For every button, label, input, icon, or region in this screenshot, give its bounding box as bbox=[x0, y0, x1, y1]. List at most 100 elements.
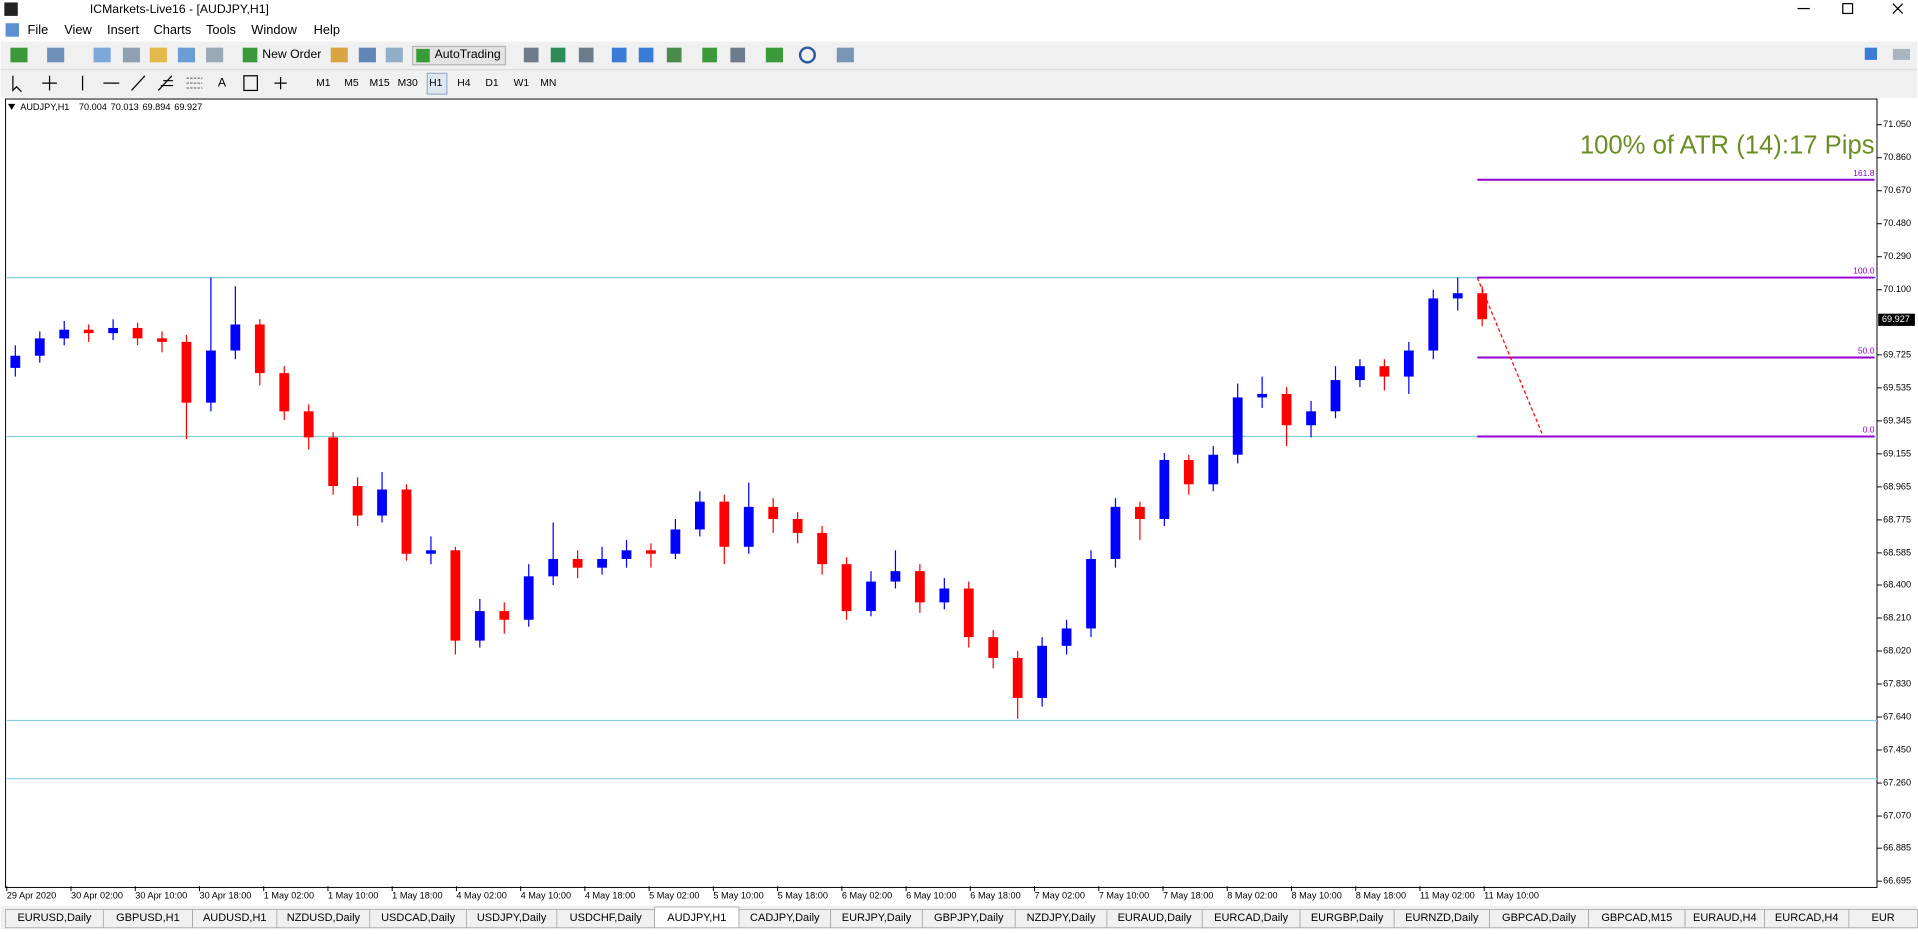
icon[interactable] bbox=[93, 47, 111, 63]
candle-body bbox=[1232, 397, 1243, 455]
community-icon[interactable] bbox=[1892, 48, 1911, 60]
icon[interactable] bbox=[702, 47, 717, 63]
x-tick-label: 6 May 18:00 bbox=[970, 890, 1020, 900]
timeframe-button[interactable]: D1 bbox=[485, 78, 498, 89]
menu-item[interactable]: File bbox=[28, 22, 49, 37]
icon[interactable] bbox=[385, 47, 403, 63]
icon[interactable] bbox=[122, 47, 141, 63]
tab-label[interactable]: GBPUSD,H1 bbox=[116, 912, 180, 924]
close-button[interactable] bbox=[1892, 3, 1904, 14]
tab-label[interactable]: GBPCAD,M15 bbox=[1601, 912, 1672, 924]
icon[interactable] bbox=[47, 47, 65, 63]
autotrading-label[interactable]: AutoTrading bbox=[435, 47, 501, 61]
candle-body bbox=[157, 338, 167, 342]
trendline-tool[interactable] bbox=[131, 75, 146, 91]
autotrading-button[interactable] bbox=[411, 45, 507, 66]
tab-label[interactable]: EURGBP,Daily bbox=[1311, 912, 1384, 924]
icon[interactable] bbox=[523, 47, 539, 63]
tab-label[interactable]: GBPJPY,Daily bbox=[934, 912, 1004, 924]
current-price-box bbox=[1878, 313, 1915, 326]
candle-body bbox=[890, 571, 901, 582]
timeframe-button[interactable]: M15 bbox=[370, 78, 390, 89]
candle-body bbox=[83, 329, 94, 334]
candle-body bbox=[303, 411, 314, 438]
tab-label[interactable]: EURAUD,H4 bbox=[1693, 912, 1757, 924]
timeframe-button[interactable]: M30 bbox=[398, 78, 418, 89]
tab-label[interactable]: EURCAD,H4 bbox=[1775, 912, 1839, 924]
candle-body bbox=[1477, 293, 1488, 320]
candle-body bbox=[548, 558, 559, 577]
window-title: ICMarkets-Live16 - [AUDJPY,H1] bbox=[90, 2, 269, 16]
candle-body bbox=[132, 327, 143, 339]
candle-body bbox=[328, 437, 339, 487]
tab-label[interactable]: NZDJPY,Daily bbox=[1027, 912, 1096, 924]
tab-label[interactable]: EURJPY,Daily bbox=[842, 912, 912, 924]
icon[interactable] bbox=[798, 46, 816, 64]
menu-item[interactable]: Insert bbox=[107, 22, 140, 37]
crosshair-tool[interactable] bbox=[42, 75, 57, 91]
text-tool[interactable]: A bbox=[218, 75, 227, 89]
candle-body bbox=[670, 529, 681, 554]
label-tool[interactable] bbox=[243, 75, 258, 92]
arrows-tool[interactable] bbox=[274, 77, 287, 90]
x-tick-label: 1 May 02:00 bbox=[264, 890, 314, 900]
icon[interactable] bbox=[550, 47, 566, 63]
x-tick-label: 11 May 02:00 bbox=[1420, 890, 1475, 900]
tab-label[interactable]: AUDUSD,H1 bbox=[203, 912, 267, 924]
tab-label[interactable]: EURUSD,Daily bbox=[17, 912, 91, 924]
tab-label[interactable]: USDJPY,Daily bbox=[477, 912, 547, 924]
candle-body bbox=[1037, 645, 1048, 698]
tab-label[interactable]: EURCAD,Daily bbox=[1214, 912, 1288, 924]
icon[interactable] bbox=[578, 47, 594, 63]
icon[interactable] bbox=[10, 47, 28, 63]
candle-body bbox=[1428, 298, 1439, 351]
y-tick-label: 68.400 bbox=[1883, 579, 1911, 589]
tab-label[interactable]: AUDJPY,H1 bbox=[667, 912, 726, 924]
timeframe-button[interactable]: H4 bbox=[457, 78, 470, 89]
tab-label[interactable]: EUR bbox=[1871, 912, 1894, 924]
tab-label[interactable]: USDCAD,Daily bbox=[381, 912, 455, 924]
icon[interactable] bbox=[638, 47, 654, 63]
search-icon[interactable] bbox=[1864, 47, 1877, 60]
timeframe-button[interactable]: M1 bbox=[316, 78, 331, 89]
icon[interactable] bbox=[206, 47, 224, 63]
candle-body bbox=[1135, 506, 1145, 520]
icon[interactable] bbox=[611, 47, 627, 63]
tab-label[interactable]: USDCHF,Daily bbox=[570, 912, 643, 924]
candle-body bbox=[572, 558, 583, 568]
timeframe-button[interactable]: MN bbox=[540, 78, 556, 89]
candle-body bbox=[719, 501, 730, 547]
candle-body bbox=[963, 588, 974, 638]
menu-item[interactable]: Window bbox=[251, 22, 297, 37]
tab-label[interactable]: NZDUSD,Daily bbox=[287, 912, 361, 924]
tab-label[interactable]: CADJPY,Daily bbox=[750, 912, 820, 924]
y-tick-label: 69.725 bbox=[1883, 349, 1911, 359]
tab-label[interactable]: EURAUD,Daily bbox=[1118, 912, 1192, 924]
icon[interactable] bbox=[177, 47, 196, 63]
new-order-button[interactable]: New Order bbox=[262, 47, 321, 61]
timeframe-button[interactable]: M5 bbox=[344, 78, 359, 89]
icon[interactable] bbox=[330, 47, 348, 63]
timeframe-button[interactable]: W1 bbox=[514, 78, 530, 89]
tab[interactable] bbox=[1848, 909, 1918, 929]
channel-tool[interactable] bbox=[157, 75, 174, 91]
icon[interactable] bbox=[730, 47, 746, 63]
candle-body bbox=[914, 571, 925, 603]
icon[interactable] bbox=[765, 47, 783, 63]
icon[interactable] bbox=[358, 47, 376, 63]
icon[interactable] bbox=[149, 47, 167, 63]
tab-label[interactable]: GBPCAD,Daily bbox=[1502, 912, 1576, 924]
maximize-button[interactable] bbox=[1842, 3, 1854, 15]
menu-item[interactable]: Charts bbox=[153, 22, 191, 37]
menu-item[interactable]: Tools bbox=[206, 22, 236, 37]
icon[interactable] bbox=[242, 47, 258, 63]
icon[interactable] bbox=[836, 47, 854, 63]
icon[interactable] bbox=[666, 47, 682, 63]
tab-label[interactable]: EURNZD,Daily bbox=[1405, 912, 1479, 924]
menu-item[interactable]: Help bbox=[314, 22, 340, 37]
fibo-tool[interactable] bbox=[186, 77, 203, 89]
menu-item[interactable]: View bbox=[64, 22, 92, 37]
cursor-tool[interactable] bbox=[12, 75, 22, 93]
timeframe-button[interactable]: H1 bbox=[429, 78, 442, 89]
